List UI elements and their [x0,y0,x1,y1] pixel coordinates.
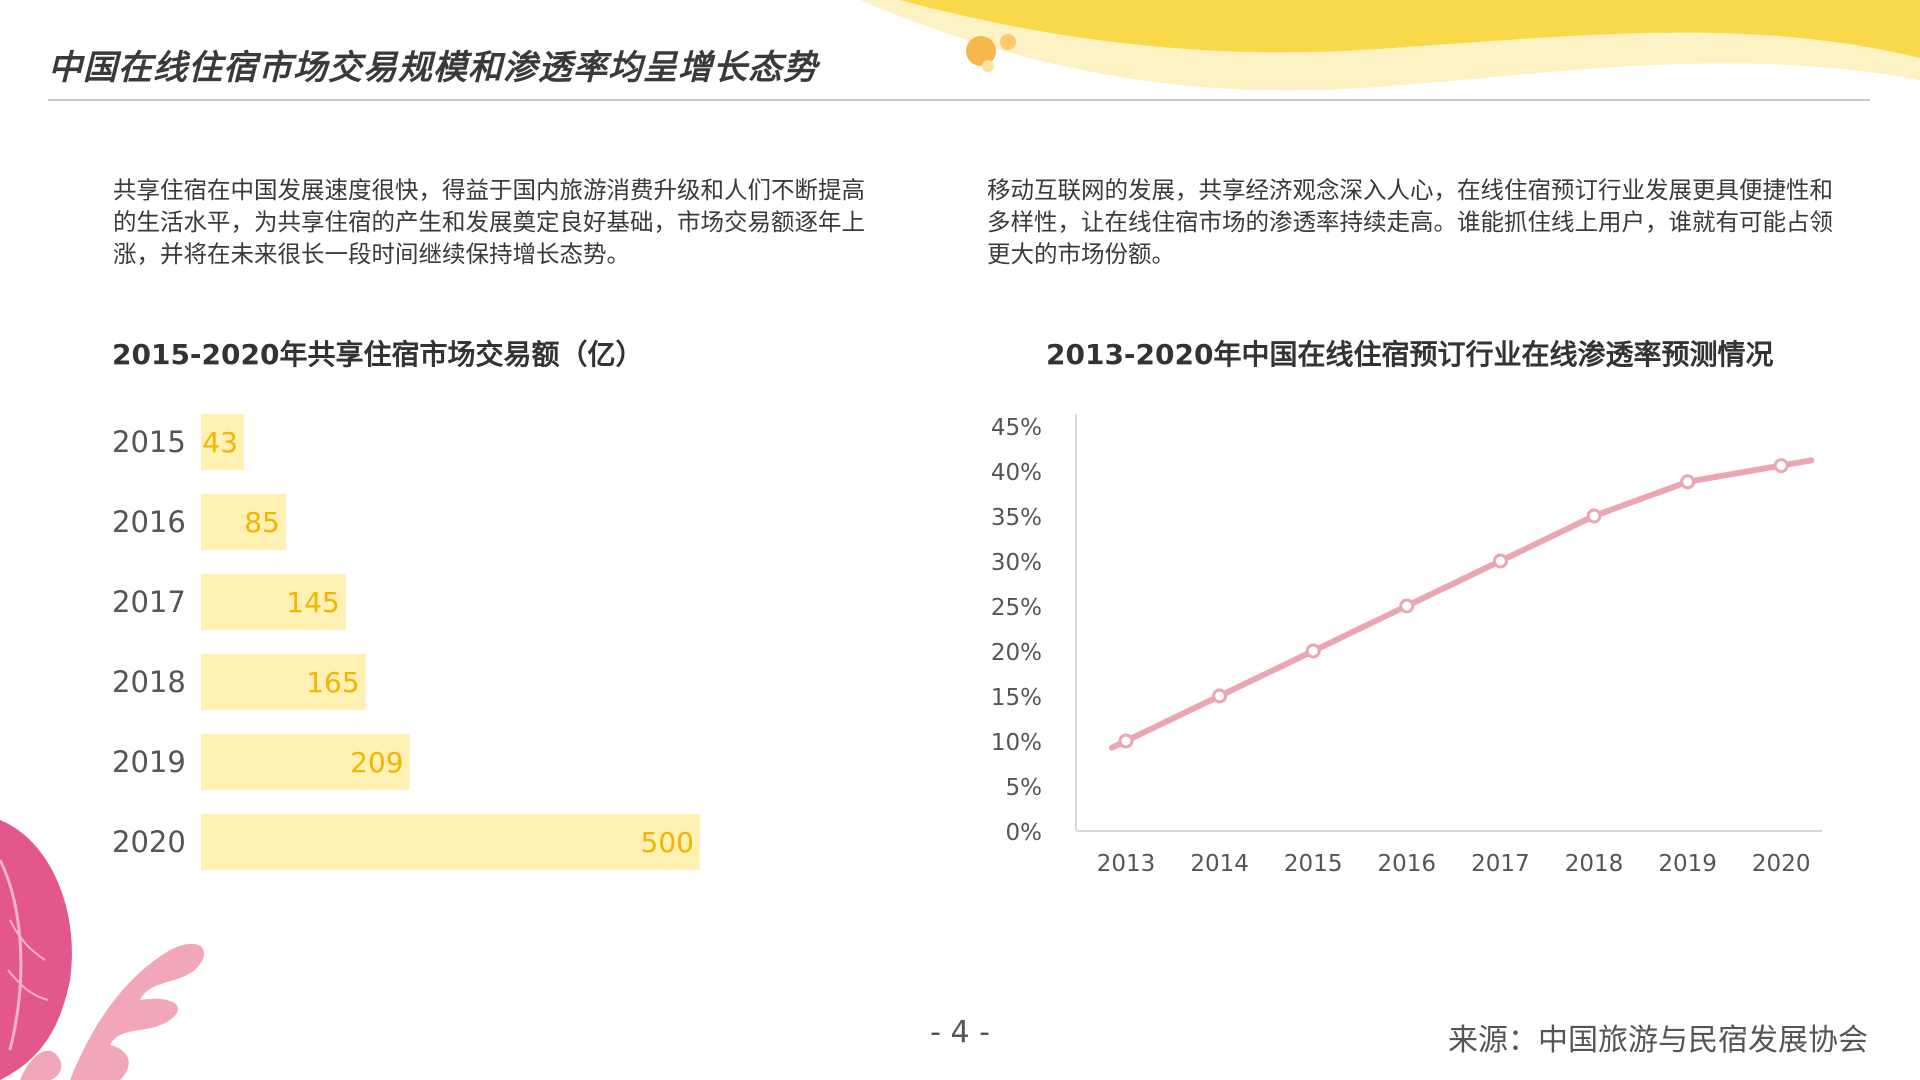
bar-2018 [201,654,366,710]
data-point-2019 [1680,474,1696,490]
y-tick-label-5pct: 5% [1006,775,1043,801]
source-note: 来源：中国旅游与民宿发展协会 [1448,1023,1868,1058]
x-tick-label-2015: 2015 [1284,851,1343,877]
yellow-dot-small [982,60,994,72]
category-label-2019: 2019 [112,745,186,779]
title-divider [48,99,1870,101]
x-tick-label-2020: 2020 [1752,851,1811,877]
bar-2020 [201,814,700,870]
bar-chart: 2015 43 2016 85 2017 145 2018 165 2019 209 2020 500 [112,414,700,870]
x-tick-label-2016: 2016 [1378,851,1437,877]
bar-2017 [201,574,346,630]
bar-value-label-2018: 165 [306,666,359,699]
category-label-2018: 2018 [112,665,186,699]
y-tick-label-0pct: 0% [1006,820,1043,846]
x-tick-label-2014: 2014 [1190,851,1249,877]
page-number: - 4 - [930,1015,990,1050]
bar-2015 [201,414,244,470]
category-label-2016: 2016 [112,505,186,539]
bar-2016 [201,494,286,550]
y-tick-label-45pct: 45% [991,415,1042,441]
line-chart-title: 2013-2020年中国在线住宿预订行业在线渗透率预测情况 [1046,338,1774,371]
x-tick-label-2019: 2019 [1658,851,1717,877]
category-label-2017: 2017 [112,585,186,619]
yellow-wave-decoration [860,0,1920,91]
x-tick-label-2018: 2018 [1565,851,1624,877]
line-chart: 0% 5% 10% 15% 20% 25% 30% 35% 40% 45% 2013 2014 2015… [991,414,1822,877]
bar-value-label-2017: 145 [286,586,339,619]
y-tick-label-25pct: 25% [991,595,1042,621]
y-tick-label-15pct: 15% [991,685,1042,711]
data-point-2013 [1118,733,1134,749]
series-line [1109,457,1815,751]
y-tick-label-35pct: 35% [991,505,1042,531]
bar-value-label-2016: 85 [244,506,280,539]
bar-value-label-2015: 43 [202,426,238,459]
orange-dot-large [966,36,996,66]
data-point-2017 [1492,553,1508,569]
data-point-2020 [1773,458,1789,474]
y-tick-label-40pct: 40% [991,460,1042,486]
data-point-2018 [1586,508,1602,524]
data-point-2014 [1212,688,1228,704]
data-point-2015 [1305,643,1321,659]
pink-leaf-decoration [0,820,205,1080]
y-tick-label-20pct: 20% [991,640,1042,666]
orange-dot-small [1000,34,1016,50]
y-tick-label-30pct: 30% [991,550,1042,576]
x-tick-label-2013: 2013 [1097,851,1156,877]
x-tick-label-2017: 2017 [1471,851,1530,877]
bar-value-label-2020: 500 [641,826,694,859]
category-label-2020: 2020 [112,825,186,859]
data-point-2016 [1399,598,1415,614]
page-title: 中国在线住宿市场交易规模和渗透率均呈增长态势 [48,48,818,88]
bar-2019 [201,734,410,790]
intro-paragraph-left: 共享住宿在中国发展速度很快，得益于国内旅游消费升级和人们不断提高的生活水平，为共… [113,176,865,268]
bar-chart-title: 2015-2020年共享住宿市场交易额（亿） [112,338,644,371]
category-label-2015: 2015 [112,425,186,459]
y-tick-label-10pct: 10% [991,730,1042,756]
bar-value-label-2019: 209 [350,746,403,779]
intro-paragraph-right: 移动互联网的发展，共享经济观念深入人心，在线住宿预订行业发展更具便捷性和多样性，… [987,176,1833,268]
